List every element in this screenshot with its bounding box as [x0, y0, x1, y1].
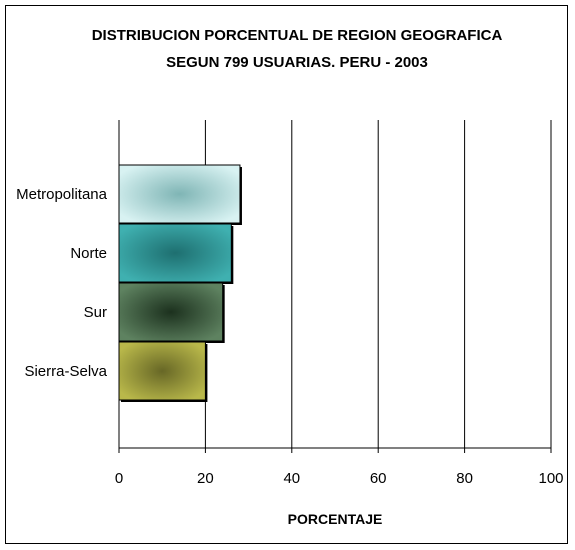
bar-sur: [118, 282, 224, 342]
bar-sierra-selva: [118, 341, 206, 401]
category-label-norte: Norte: [70, 245, 107, 262]
bars-group: [118, 164, 242, 402]
x-tick-label-60: 60: [370, 470, 387, 487]
category-labels: Metropolitana Norte Sur Sierra-Selva: [16, 186, 108, 380]
category-label-sur: Sur: [84, 304, 107, 321]
chart-title-line1: DISTRIBUCION PORCENTUAL DE REGION GEOGRA…: [92, 27, 503, 44]
x-axis-label: PORCENTAJE: [288, 511, 383, 527]
x-tick-labels: 0 20 40 60 80 100: [115, 470, 564, 487]
x-tick-label-80: 80: [456, 470, 473, 487]
x-tick-label-100: 100: [538, 470, 563, 487]
chart-title-line2: SEGUN 799 USUARIAS. PERU - 2003: [166, 54, 428, 71]
category-label-sierra-selva: Sierra-Selva: [24, 363, 107, 380]
x-tick-label-0: 0: [115, 470, 123, 487]
bar-norte: [118, 223, 232, 283]
x-tick-label-40: 40: [283, 470, 300, 487]
x-tick-label-20: 20: [197, 470, 214, 487]
bar-metropolitana: [118, 164, 241, 224]
chart-frame: [5, 5, 568, 544]
category-label-metropolitana: Metropolitana: [16, 186, 108, 203]
